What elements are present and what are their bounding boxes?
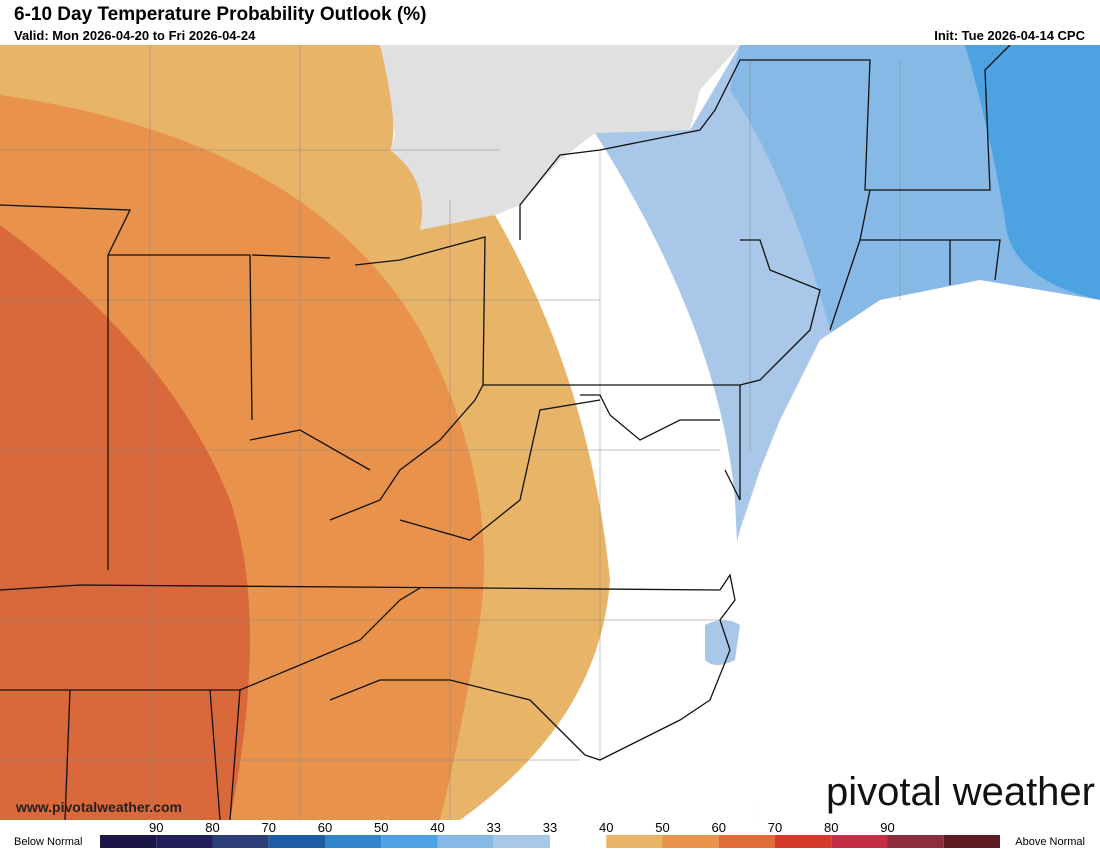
legend-swatch bbox=[606, 835, 663, 848]
legend-swatch bbox=[156, 835, 213, 848]
state-borders bbox=[0, 45, 1011, 820]
valid-time: Valid: Mon 2026-04-20 to Fri 2026-04-24 bbox=[14, 28, 256, 43]
county-lines bbox=[0, 45, 901, 820]
below-normal-50 bbox=[965, 45, 1100, 300]
legend-tick-label: 80 bbox=[205, 820, 219, 835]
legend-swatch bbox=[493, 835, 550, 848]
below-normal-label: Below Normal bbox=[14, 836, 82, 848]
website: www.pivotalweather.com bbox=[15, 799, 182, 815]
above-normal-label: Above Normal bbox=[1015, 836, 1085, 848]
legend-tick-label: 70 bbox=[262, 820, 276, 835]
legend-tick-label: 80 bbox=[824, 820, 838, 835]
legend-tick-label: 60 bbox=[712, 820, 726, 835]
legend-swatch bbox=[775, 835, 832, 848]
legend-swatch bbox=[381, 835, 438, 848]
legend-tick-label: 33 bbox=[543, 820, 557, 835]
legend-swatch bbox=[662, 835, 719, 848]
below-normal-patch bbox=[705, 620, 740, 665]
legend-tick-label: 60 bbox=[318, 820, 332, 835]
above-normal-50 bbox=[0, 225, 250, 820]
legend-swatch bbox=[718, 835, 775, 848]
canada-lakes bbox=[340, 45, 740, 262]
legend-tick-label: 40 bbox=[599, 820, 613, 835]
brand: pivotal weather bbox=[826, 770, 1095, 814]
legend-swatch bbox=[212, 835, 269, 848]
legend-swatch bbox=[100, 835, 157, 848]
legend-tick-label: 50 bbox=[655, 820, 669, 835]
ocean bbox=[730, 280, 1100, 820]
legend-swatch bbox=[550, 835, 607, 848]
title: 6-10 Day Temperature Probability Outlook… bbox=[14, 4, 426, 25]
legend-tick-label: 40 bbox=[430, 820, 444, 835]
legend-swatch bbox=[437, 835, 494, 848]
legend-swatch bbox=[268, 835, 325, 848]
legend-swatch bbox=[831, 835, 888, 848]
legend-tick-label: 50 bbox=[374, 820, 388, 835]
legend-swatch bbox=[887, 835, 944, 848]
legend-tick-label: 33 bbox=[487, 820, 501, 835]
init-time: Init: Tue 2026-04-14 CPC bbox=[934, 28, 1085, 43]
legend-swatch bbox=[943, 835, 1000, 848]
legend-swatch bbox=[325, 835, 382, 848]
legend-tick-label: 70 bbox=[768, 820, 782, 835]
legend-tick-label: 90 bbox=[149, 820, 163, 835]
legend-tick-label: 90 bbox=[880, 820, 894, 835]
map bbox=[0, 45, 1100, 820]
